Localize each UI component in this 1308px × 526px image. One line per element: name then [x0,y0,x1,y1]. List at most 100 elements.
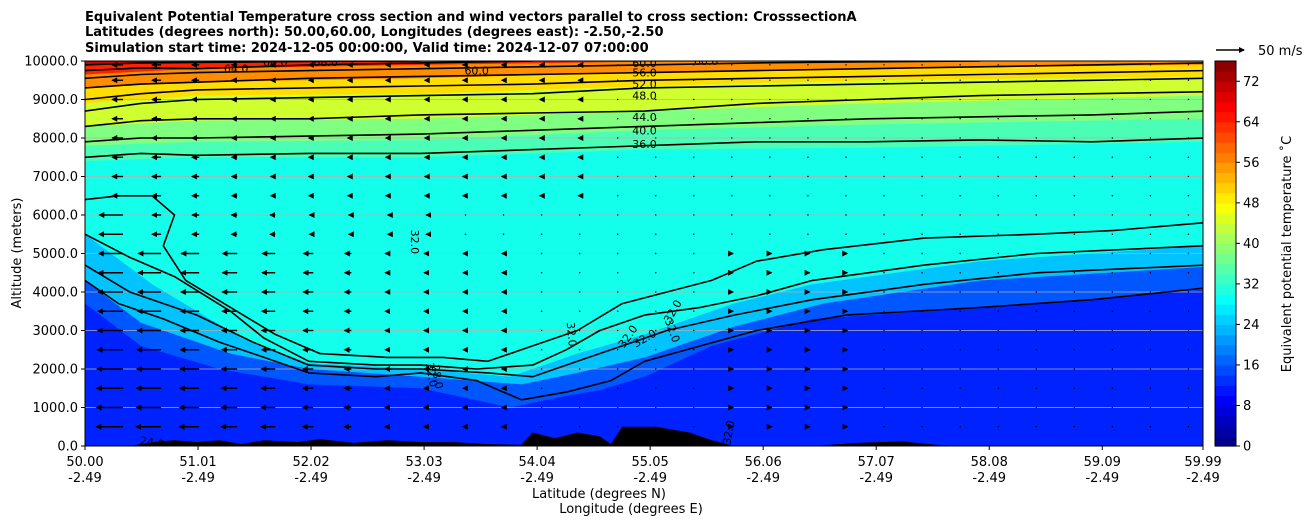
colorbar-segment [1215,375,1236,386]
wind-vector [655,214,657,216]
wind-vector [883,64,885,66]
wind-vector [1187,387,1190,389]
y-tick-label: 2000.0 [33,363,79,378]
colorbar-segment [1215,334,1236,346]
contour-label: 68.0 [263,56,288,69]
contour-52.0 [85,69,1203,101]
wind-vector [731,175,733,178]
wind-vector [617,156,619,158]
x-tick-label-lat: 59.09 [1084,455,1121,470]
wind-vector [1187,310,1190,312]
wind-vector [693,156,695,158]
wind-vector [1149,291,1152,293]
wind-vector [807,137,809,139]
wind-vector [1149,349,1152,351]
wind-vector [807,175,809,178]
wind-vector [731,156,733,158]
wind-vector [921,175,923,178]
wind-vector [921,329,923,332]
wind-vector [655,291,657,293]
wind-vector [883,349,885,351]
wind-vector [617,291,619,293]
wind-vector [578,233,581,235]
terrain-profile [85,426,1203,446]
wind-vector [1073,387,1076,389]
contour-64.0 [85,61,533,72]
colorbar-segment [1215,354,1236,366]
colorbar-segment [1215,243,1236,255]
wind-vector [1149,252,1152,255]
wind-vector [693,406,695,409]
wind-vector [617,64,619,66]
wind-vector [1035,368,1037,370]
wind-vector [997,214,999,216]
wind-vector [1111,137,1114,139]
wind-vector [921,406,923,409]
wind-vector [807,233,809,235]
colorbar-segment [1215,344,1236,356]
wind-vector [1073,233,1076,235]
colorbar-tick-label: 64 [1243,115,1260,130]
wind-vector [1187,291,1190,293]
wind-vector [1187,98,1190,101]
wind-vector [1111,156,1114,158]
x-tick-label-lon: -2.49 [520,471,554,486]
wind-vector [1035,426,1037,428]
wind-vector [540,252,543,255]
wind-vector [1149,156,1152,158]
wind-vector [845,64,847,66]
y-tick-label: 7000.0 [33,170,79,185]
wind-vector [1149,137,1152,139]
wind-vector [617,98,619,101]
wind-vector [1073,118,1076,120]
x-tick-label-lon: -2.49 [181,471,215,486]
wind-vector [1111,329,1114,332]
wind-vector [617,406,619,409]
wind-vector [655,64,657,66]
wind-vector [1035,156,1037,158]
wind-vector [997,406,999,409]
contour-32.0 [85,195,1203,363]
colorbar-tick-label: 32 [1243,277,1260,292]
contour-label: 32.0 [564,322,579,348]
wind-vector [1035,64,1037,66]
wind-vector [997,310,999,312]
wind-vector [1035,252,1037,255]
wind-vector [1073,79,1076,81]
wind-vector [883,175,885,178]
x-tick-label-lon: -2.49 [633,471,667,486]
wind-vector [1035,349,1037,351]
wind-vector [578,349,581,351]
colorbar-segment [1215,162,1236,174]
colorbar-segment [1215,142,1236,153]
wind-vector [1149,310,1152,312]
contour-label: 32.0 [408,230,421,255]
x-tick-label-lat: 54.04 [519,455,556,470]
colorbar-segment [1215,233,1236,244]
wind-vector [540,406,543,409]
wind-vector [1187,349,1190,351]
wind-vector [1187,175,1190,178]
wind-vector [883,233,885,235]
colorbar-segment [1215,435,1236,447]
wind-vector [845,175,847,178]
wind-vector [883,387,885,389]
wind-vector [540,329,543,332]
colorbar-segment [1215,131,1236,143]
y-tick-label: 4000.0 [33,286,79,301]
colorbar-segment [1215,101,1236,113]
wind-vector [883,98,885,101]
wind-vector [655,233,657,235]
wind-vector [1187,214,1190,216]
wind-vector [959,79,961,81]
wind-vector [959,156,961,158]
wind-vector [769,64,771,66]
wind-vector [1073,329,1076,332]
y-tick-label: 0.0 [57,440,78,455]
wind-vector [1111,387,1114,389]
wind-vector [693,387,695,389]
wind-vector [655,310,657,312]
colorbar-segment [1215,61,1236,72]
colorbar-segment [1215,395,1236,407]
